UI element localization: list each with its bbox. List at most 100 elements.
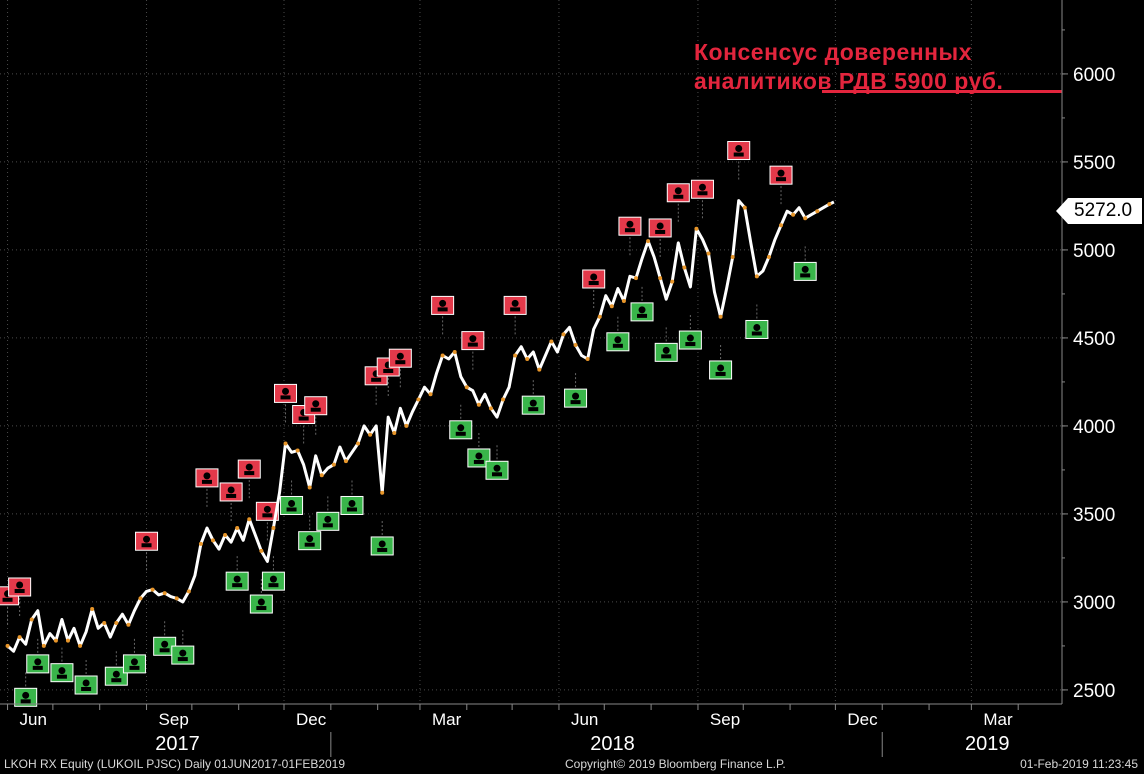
x-year-label: 2018 — [590, 733, 635, 755]
analyst-icon-body — [129, 665, 140, 670]
analyst-icon — [493, 464, 501, 472]
footer-copyright: Copyright© 2019 Bloomberg Finance L.P. — [565, 757, 786, 771]
analyst-icon — [590, 273, 598, 281]
price-point — [658, 276, 663, 281]
analyst-icon — [475, 452, 483, 460]
price-point — [29, 617, 34, 622]
price-point — [380, 490, 385, 495]
price-point — [150, 587, 155, 592]
analyst-icon-body — [733, 152, 744, 157]
price-point — [815, 209, 820, 214]
price-point — [295, 448, 300, 453]
analyst-icon-body — [697, 191, 708, 196]
y-tick-label: 2500 — [1073, 681, 1115, 702]
price-point — [621, 298, 626, 303]
analyst-icon — [161, 640, 169, 648]
analyst-icon-body — [244, 471, 255, 476]
analyst-icon-body — [298, 416, 309, 421]
analyst-icon-body — [20, 699, 31, 704]
price-point — [5, 643, 10, 648]
analyst-icon-body — [346, 507, 357, 512]
price-point — [742, 205, 747, 210]
price-point — [682, 265, 687, 270]
price-point — [211, 538, 216, 543]
analyst-icon — [801, 265, 809, 273]
analyst-icon-body — [685, 342, 696, 347]
analyst-icon — [203, 472, 211, 480]
price-point — [452, 350, 457, 354]
analyst-icon-body — [661, 354, 672, 359]
rating-markers — [0, 141, 817, 707]
price-point — [597, 314, 602, 319]
analyst-icon — [674, 187, 682, 195]
y-axis: 2500 3000 3500 4000 4500 5000 5500 6000 — [1061, 0, 1115, 704]
price-point — [198, 541, 203, 546]
analyst-icon-body — [226, 493, 237, 498]
analyst-icon-body — [624, 228, 635, 233]
analyst-icon — [306, 535, 314, 543]
analyst-icon-body — [776, 177, 787, 182]
analyst-icon-body — [437, 307, 448, 312]
price-point — [706, 251, 711, 256]
analyst-icon — [16, 581, 24, 589]
analyst-icon — [288, 499, 296, 507]
price-point — [525, 357, 530, 362]
x-month-label: Mar — [983, 710, 1013, 729]
price-point — [235, 526, 240, 530]
analyst-icon — [735, 145, 743, 153]
analyst-icon — [638, 306, 646, 314]
price-point — [791, 212, 796, 217]
analyst-icon-body — [655, 229, 666, 234]
x-axis: Jun Sep Dec Mar Jun Sep Dec Mar 2017 2018 2019 — [0, 703, 1062, 757]
price-point — [537, 367, 542, 372]
annotation-line-1: Консенсус доверенных — [694, 39, 972, 65]
price-point — [416, 397, 421, 402]
analyst-icon — [686, 334, 694, 342]
analyst-icon-body — [256, 606, 267, 611]
analyst-icon-body — [473, 459, 484, 464]
price-point — [573, 342, 578, 347]
price-point — [670, 279, 675, 284]
analyst-icon-body — [751, 331, 762, 336]
price-point — [271, 526, 276, 530]
analyst-icon-body — [637, 313, 648, 318]
analyst-icon-body — [455, 431, 466, 436]
analyst-icon-body — [2, 597, 13, 602]
price-point — [585, 357, 590, 362]
analyst-icon — [717, 364, 725, 372]
x-month-label: Sep — [710, 710, 740, 729]
price-point — [138, 596, 143, 601]
price-point — [65, 638, 70, 643]
analyst-icon — [112, 670, 120, 678]
price-point — [319, 473, 324, 478]
analyst-icon — [439, 299, 447, 307]
analyst-icon-body — [159, 648, 170, 653]
analyst-icon-body — [304, 542, 315, 547]
x-month-label: Dec — [847, 710, 878, 729]
grid-lines — [0, 0, 1062, 704]
price-point — [356, 441, 361, 446]
analyst-icon-body — [56, 674, 67, 679]
analyst-icon-body — [528, 407, 539, 412]
analyst-icon-body — [570, 400, 581, 405]
analyst-icon-body — [371, 377, 382, 382]
y-tick-label: 3500 — [1073, 505, 1115, 526]
analyst-icon-body — [800, 273, 811, 278]
price-point — [343, 459, 348, 464]
analyst-icon-body — [141, 543, 152, 548]
analyst-icon — [457, 424, 465, 432]
analyst-icon — [511, 299, 519, 307]
analyst-icon — [245, 463, 253, 471]
price-point — [827, 202, 832, 207]
price-point — [766, 254, 771, 259]
x-month-label: Dec — [296, 710, 327, 729]
price-point — [283, 441, 288, 446]
price-point — [368, 432, 373, 437]
y-tick-label: 4500 — [1073, 329, 1115, 350]
analyst-icon — [227, 486, 235, 494]
price-point — [114, 621, 119, 626]
price-point — [259, 548, 264, 553]
price-point — [501, 397, 506, 402]
consensus-annotation: Консенсус доверенных аналитиков РДВ 5900… — [694, 38, 1003, 96]
